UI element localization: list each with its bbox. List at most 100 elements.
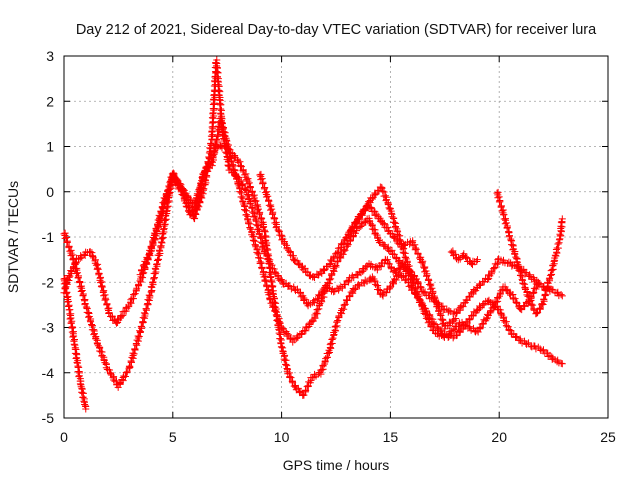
data-point bbox=[488, 268, 496, 276]
data-point bbox=[265, 197, 273, 205]
data-point bbox=[427, 322, 435, 330]
data-point bbox=[512, 298, 520, 306]
data-point bbox=[346, 236, 354, 244]
data-point bbox=[519, 280, 527, 288]
data-point bbox=[332, 262, 340, 270]
data-point bbox=[256, 210, 264, 218]
data-point bbox=[429, 289, 437, 297]
data-point bbox=[384, 200, 392, 208]
data-point bbox=[487, 308, 495, 316]
data-point bbox=[400, 272, 408, 280]
data-point bbox=[461, 253, 469, 261]
data-point bbox=[460, 250, 468, 258]
data-point bbox=[438, 331, 446, 339]
data-point bbox=[420, 309, 428, 317]
data-point bbox=[367, 204, 375, 212]
data-point bbox=[97, 279, 105, 287]
data-point bbox=[324, 279, 332, 287]
data-point bbox=[153, 256, 161, 264]
data-point bbox=[284, 331, 292, 339]
series-track-c bbox=[60, 115, 566, 399]
data-point bbox=[503, 322, 511, 330]
data-point bbox=[301, 264, 309, 272]
data-point bbox=[246, 223, 254, 231]
data-point bbox=[177, 183, 185, 191]
data-point bbox=[498, 207, 506, 215]
data-point bbox=[265, 259, 273, 267]
data-point bbox=[495, 305, 503, 313]
data-point bbox=[82, 405, 90, 413]
data-point bbox=[488, 304, 496, 312]
data-point bbox=[130, 291, 138, 299]
data-point bbox=[211, 140, 219, 148]
data-point bbox=[347, 226, 355, 234]
data-point bbox=[512, 253, 520, 261]
data-point bbox=[206, 155, 214, 163]
data-point bbox=[502, 285, 510, 293]
data-point bbox=[476, 324, 484, 332]
data-point bbox=[296, 389, 304, 397]
data-point bbox=[431, 298, 439, 306]
data-point bbox=[473, 256, 481, 264]
data-point bbox=[273, 223, 281, 231]
data-point bbox=[98, 351, 106, 359]
data-point bbox=[255, 205, 263, 213]
y-tick-label: -1 bbox=[42, 229, 55, 245]
data-point bbox=[415, 292, 423, 300]
data-point bbox=[351, 218, 359, 226]
data-point bbox=[312, 295, 320, 303]
data-point bbox=[244, 215, 252, 223]
data-point bbox=[75, 372, 83, 380]
data-point bbox=[290, 382, 298, 390]
data-point bbox=[418, 259, 426, 267]
data-point bbox=[60, 230, 68, 238]
data-point bbox=[423, 271, 431, 279]
y-tick-label: -2 bbox=[42, 274, 55, 290]
data-point bbox=[164, 187, 172, 195]
data-point bbox=[178, 184, 186, 192]
data-point bbox=[298, 330, 306, 338]
data-point bbox=[239, 181, 247, 189]
data-point bbox=[555, 236, 563, 244]
grid bbox=[64, 56, 608, 418]
y-tick-label: 3 bbox=[46, 48, 54, 64]
data-point bbox=[357, 211, 365, 219]
data-point bbox=[210, 147, 218, 155]
data-point bbox=[76, 380, 84, 388]
data-point bbox=[393, 255, 401, 263]
data-point bbox=[539, 300, 547, 308]
data-point bbox=[80, 397, 88, 405]
data-point bbox=[236, 188, 244, 196]
data-point bbox=[507, 327, 515, 335]
data-point bbox=[301, 295, 309, 303]
data-point bbox=[412, 245, 420, 253]
data-point bbox=[165, 182, 173, 190]
data-point bbox=[310, 298, 318, 306]
data-point bbox=[395, 258, 403, 266]
data-point bbox=[548, 285, 556, 293]
data-point bbox=[474, 328, 482, 336]
data-point bbox=[383, 256, 391, 264]
data-point bbox=[251, 212, 259, 220]
data-point bbox=[496, 290, 504, 298]
data-point bbox=[217, 106, 225, 114]
x-tick-label: 0 bbox=[60, 429, 68, 445]
data-point bbox=[558, 215, 566, 223]
data-point bbox=[137, 323, 145, 331]
data-point bbox=[287, 374, 295, 382]
data-point bbox=[190, 202, 198, 210]
data-point bbox=[236, 162, 244, 170]
data-point bbox=[421, 288, 429, 296]
data-point bbox=[158, 235, 166, 243]
data-point bbox=[508, 262, 516, 270]
data-point bbox=[466, 315, 474, 323]
data-point bbox=[557, 291, 565, 299]
data-point bbox=[532, 310, 540, 318]
data-point bbox=[333, 249, 341, 257]
data-point bbox=[224, 161, 232, 169]
data-point bbox=[212, 59, 220, 67]
y-tick-label: -5 bbox=[42, 410, 55, 426]
data-point bbox=[553, 358, 561, 366]
data-point bbox=[388, 265, 396, 273]
data-point bbox=[157, 242, 165, 250]
